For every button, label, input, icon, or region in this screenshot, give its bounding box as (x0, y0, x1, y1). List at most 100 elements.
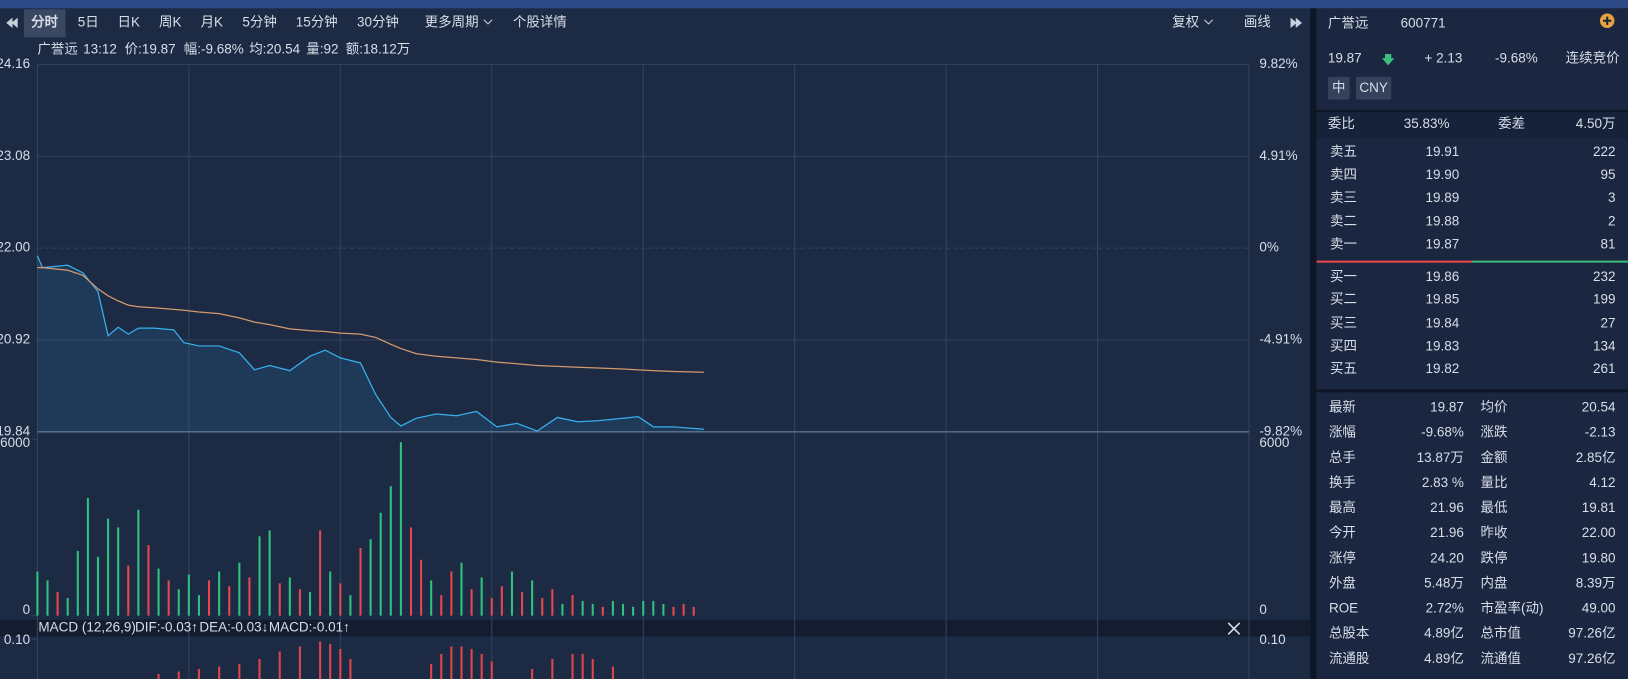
price-area (37, 255, 704, 432)
bar (399, 442, 402, 616)
period-tab[interactable]: 分时 (31, 13, 58, 29)
stat-value: 20.54 (1582, 400, 1616, 415)
bar (359, 548, 362, 616)
period-tab[interactable]: 30分钟 (357, 13, 399, 29)
bar (36, 571, 39, 616)
book-volume: 2 (1608, 214, 1616, 229)
period-tab[interactable]: 5日 (78, 14, 99, 29)
bar (682, 603, 685, 616)
bar (329, 643, 332, 679)
y2-tick-label: 0.10 (1259, 632, 1285, 647)
book-volume: 3 (1608, 190, 1616, 205)
book-label: 买四 (1330, 338, 1357, 353)
book-label: 卖一 (1330, 237, 1357, 252)
bar (672, 606, 675, 616)
y2-tick-label: 4.91% (1259, 148, 1297, 163)
y-tick-label: 23.08 (0, 148, 30, 163)
y-tick-label: 6000 (0, 435, 30, 450)
period-tab[interactable]: 更多周期 (425, 13, 479, 29)
bar (369, 539, 372, 616)
stat-label: 金额 (1481, 450, 1508, 465)
prev-icon[interactable] (6, 17, 13, 29)
macd-dif: DIF:-0.03↑ (135, 620, 198, 635)
bar (339, 648, 342, 679)
time: 13:12 (83, 41, 117, 56)
stat-value: 13.87万 (1417, 450, 1464, 465)
stat-label: 涨幅 (1329, 425, 1356, 440)
bar (157, 568, 160, 616)
bar (127, 565, 130, 616)
book-price: 19.85 (1426, 292, 1460, 307)
bar (218, 666, 221, 679)
bar (551, 658, 554, 679)
bar (541, 598, 544, 616)
macd-value: MACD:-0.01↑ (269, 620, 350, 635)
period-tab[interactable]: 周K (159, 14, 181, 29)
bar (460, 646, 463, 679)
bar (490, 598, 493, 616)
tool-button[interactable]: 画线 (1244, 14, 1271, 29)
dropdown-chevron (1204, 19, 1214, 25)
bar (76, 550, 79, 616)
tool-button[interactable]: 复权 (1172, 13, 1199, 29)
period-tab[interactable]: 日K (118, 14, 140, 29)
stat-value: 2.83 % (1422, 475, 1464, 490)
stat-label: 最高 (1329, 499, 1356, 515)
y2-tick-label: 0% (1259, 240, 1279, 255)
period-tab[interactable]: 5分钟 (242, 13, 276, 29)
average-line (37, 267, 704, 373)
book-price: 19.82 (1426, 361, 1460, 376)
stat-label: 流通值 (1481, 651, 1521, 666)
next-icon[interactable] (1290, 17, 1297, 29)
quote-status: 连续竞价 (1566, 50, 1620, 66)
book-label: 买三 (1330, 315, 1357, 330)
close-button[interactable] (1227, 622, 1241, 635)
y-tick-label: 20.92 (0, 332, 30, 347)
book-volume: 232 (1593, 269, 1616, 284)
selected-tab-bg (23, 9, 66, 38)
bar (531, 668, 534, 679)
y-tick-label: 19.84 (0, 423, 31, 438)
book-price: 19.90 (1426, 167, 1460, 182)
bar (96, 556, 100, 616)
badge-bg (1355, 76, 1392, 100)
stat-label: 最新 (1329, 400, 1356, 415)
prev-icon[interactable] (11, 17, 18, 29)
period-tab[interactable]: 个股详情 (513, 14, 567, 29)
stat-value: 19.87 (1430, 400, 1464, 415)
bar (591, 658, 594, 679)
bar (440, 653, 443, 679)
bar (450, 646, 453, 679)
period-tab[interactable]: 15分钟 (296, 13, 338, 29)
bar (238, 562, 241, 616)
stat-label: 市盈率(动) (1481, 600, 1544, 616)
panel-divider (1310, 8, 1317, 679)
close-icon (1227, 622, 1241, 635)
bar (632, 606, 635, 616)
bar (379, 512, 382, 616)
y2-tick-label: 9.82% (1259, 56, 1297, 71)
bar (692, 606, 695, 616)
stat-value: 21.96 (1430, 500, 1464, 515)
book-label: 卖二 (1330, 214, 1357, 229)
book-label: 卖五 (1330, 144, 1357, 159)
quote-name: 广誉远 (1328, 15, 1369, 30)
book-price: 19.86 (1426, 269, 1460, 284)
bar (147, 545, 150, 616)
bar (308, 592, 312, 616)
next-icon[interactable] (1295, 17, 1302, 29)
period-tab[interactable]: 月K (201, 14, 223, 29)
bar (86, 498, 89, 616)
stat-label: 跌停 (1481, 549, 1508, 565)
bar (470, 648, 473, 679)
separator (1316, 389, 1628, 393)
bar (298, 646, 301, 679)
y-tick-label: 0 (23, 602, 30, 617)
quote-change: + 2.13 (1424, 51, 1462, 66)
bar (278, 651, 281, 679)
bar (248, 577, 251, 616)
book-volume: 199 (1593, 292, 1616, 307)
stat-label: 均价 (1481, 400, 1508, 415)
y-tick-label: 24.16 (0, 56, 30, 71)
